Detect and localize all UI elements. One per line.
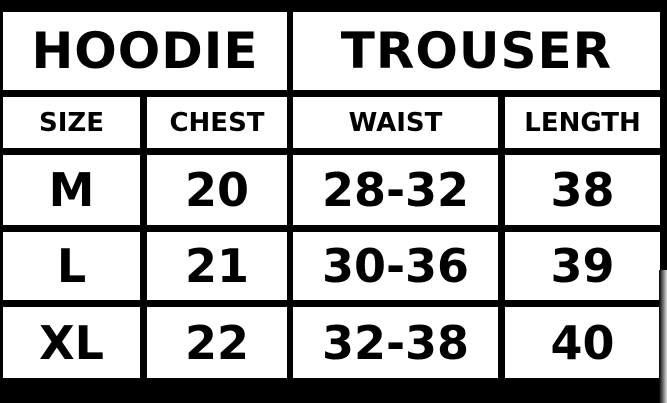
column-header-size: SIZE [3,97,140,148]
waist-cell: 28-32 [293,155,498,225]
column-header-length: LENGTH [505,97,660,148]
chest-cell: 21 [147,232,287,300]
length-cell: 38 [505,155,660,225]
column-header-waist: WAIST [293,97,498,148]
length-cell: 40 [505,307,660,378]
waist-cell: 30-36 [293,232,498,300]
hoodie-group-header: HOODIE [3,12,287,90]
size-cell: L [3,232,140,300]
chest-cell: 22 [147,307,287,378]
trouser-group-header: TROUSER [293,12,660,90]
size-cell: XL [3,307,140,378]
chest-cell: 20 [147,155,287,225]
column-header-chest: CHEST [147,97,287,148]
page-edge-shadow [659,270,667,403]
waist-cell: 32-38 [293,307,498,378]
size-cell: M [3,155,140,225]
length-cell: 39 [505,232,660,300]
